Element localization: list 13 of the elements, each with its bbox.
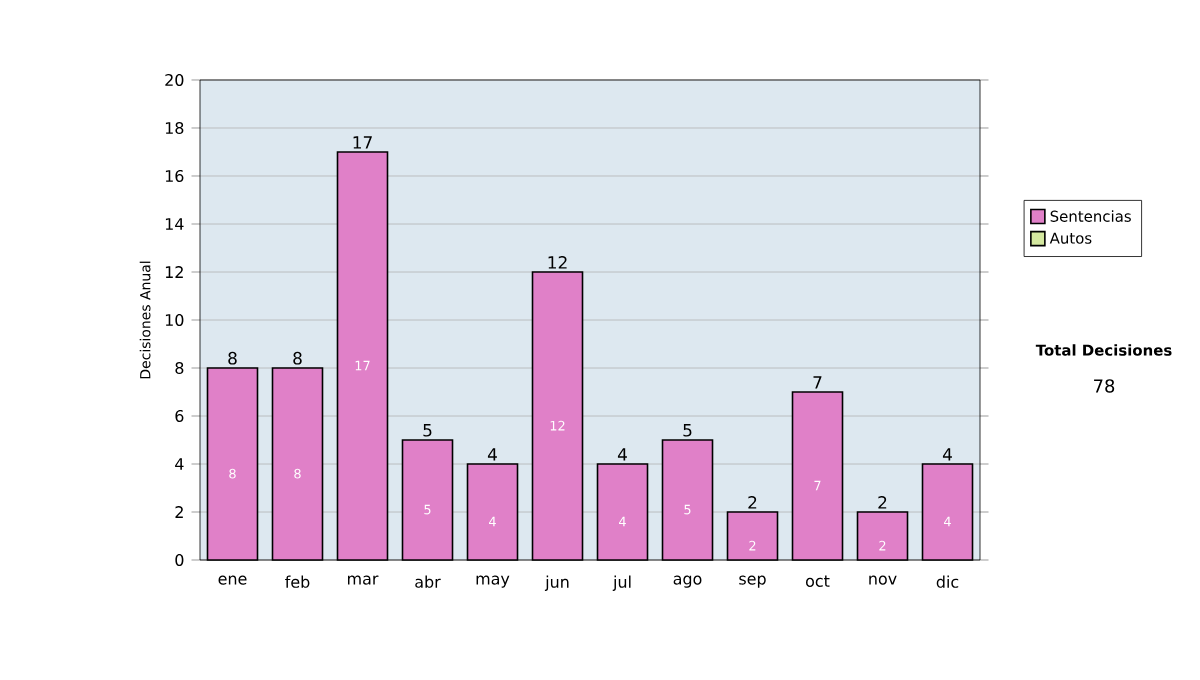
total-label: 2 [878, 496, 887, 509]
total-label: 5 [683, 424, 692, 437]
total-label: 5 [423, 424, 432, 437]
total-label: 17 [353, 136, 372, 149]
total-label: 2 [748, 496, 757, 509]
text: 78 [1094, 379, 1115, 393]
total-label: 4 [617, 448, 627, 461]
total-label: 4 [942, 448, 952, 461]
total-label: 4 [487, 448, 497, 461]
total-label: 12 [548, 256, 567, 269]
total-label: 8 [293, 351, 302, 365]
total-label: 8 [228, 351, 237, 365]
total-label: 7 [813, 376, 822, 389]
